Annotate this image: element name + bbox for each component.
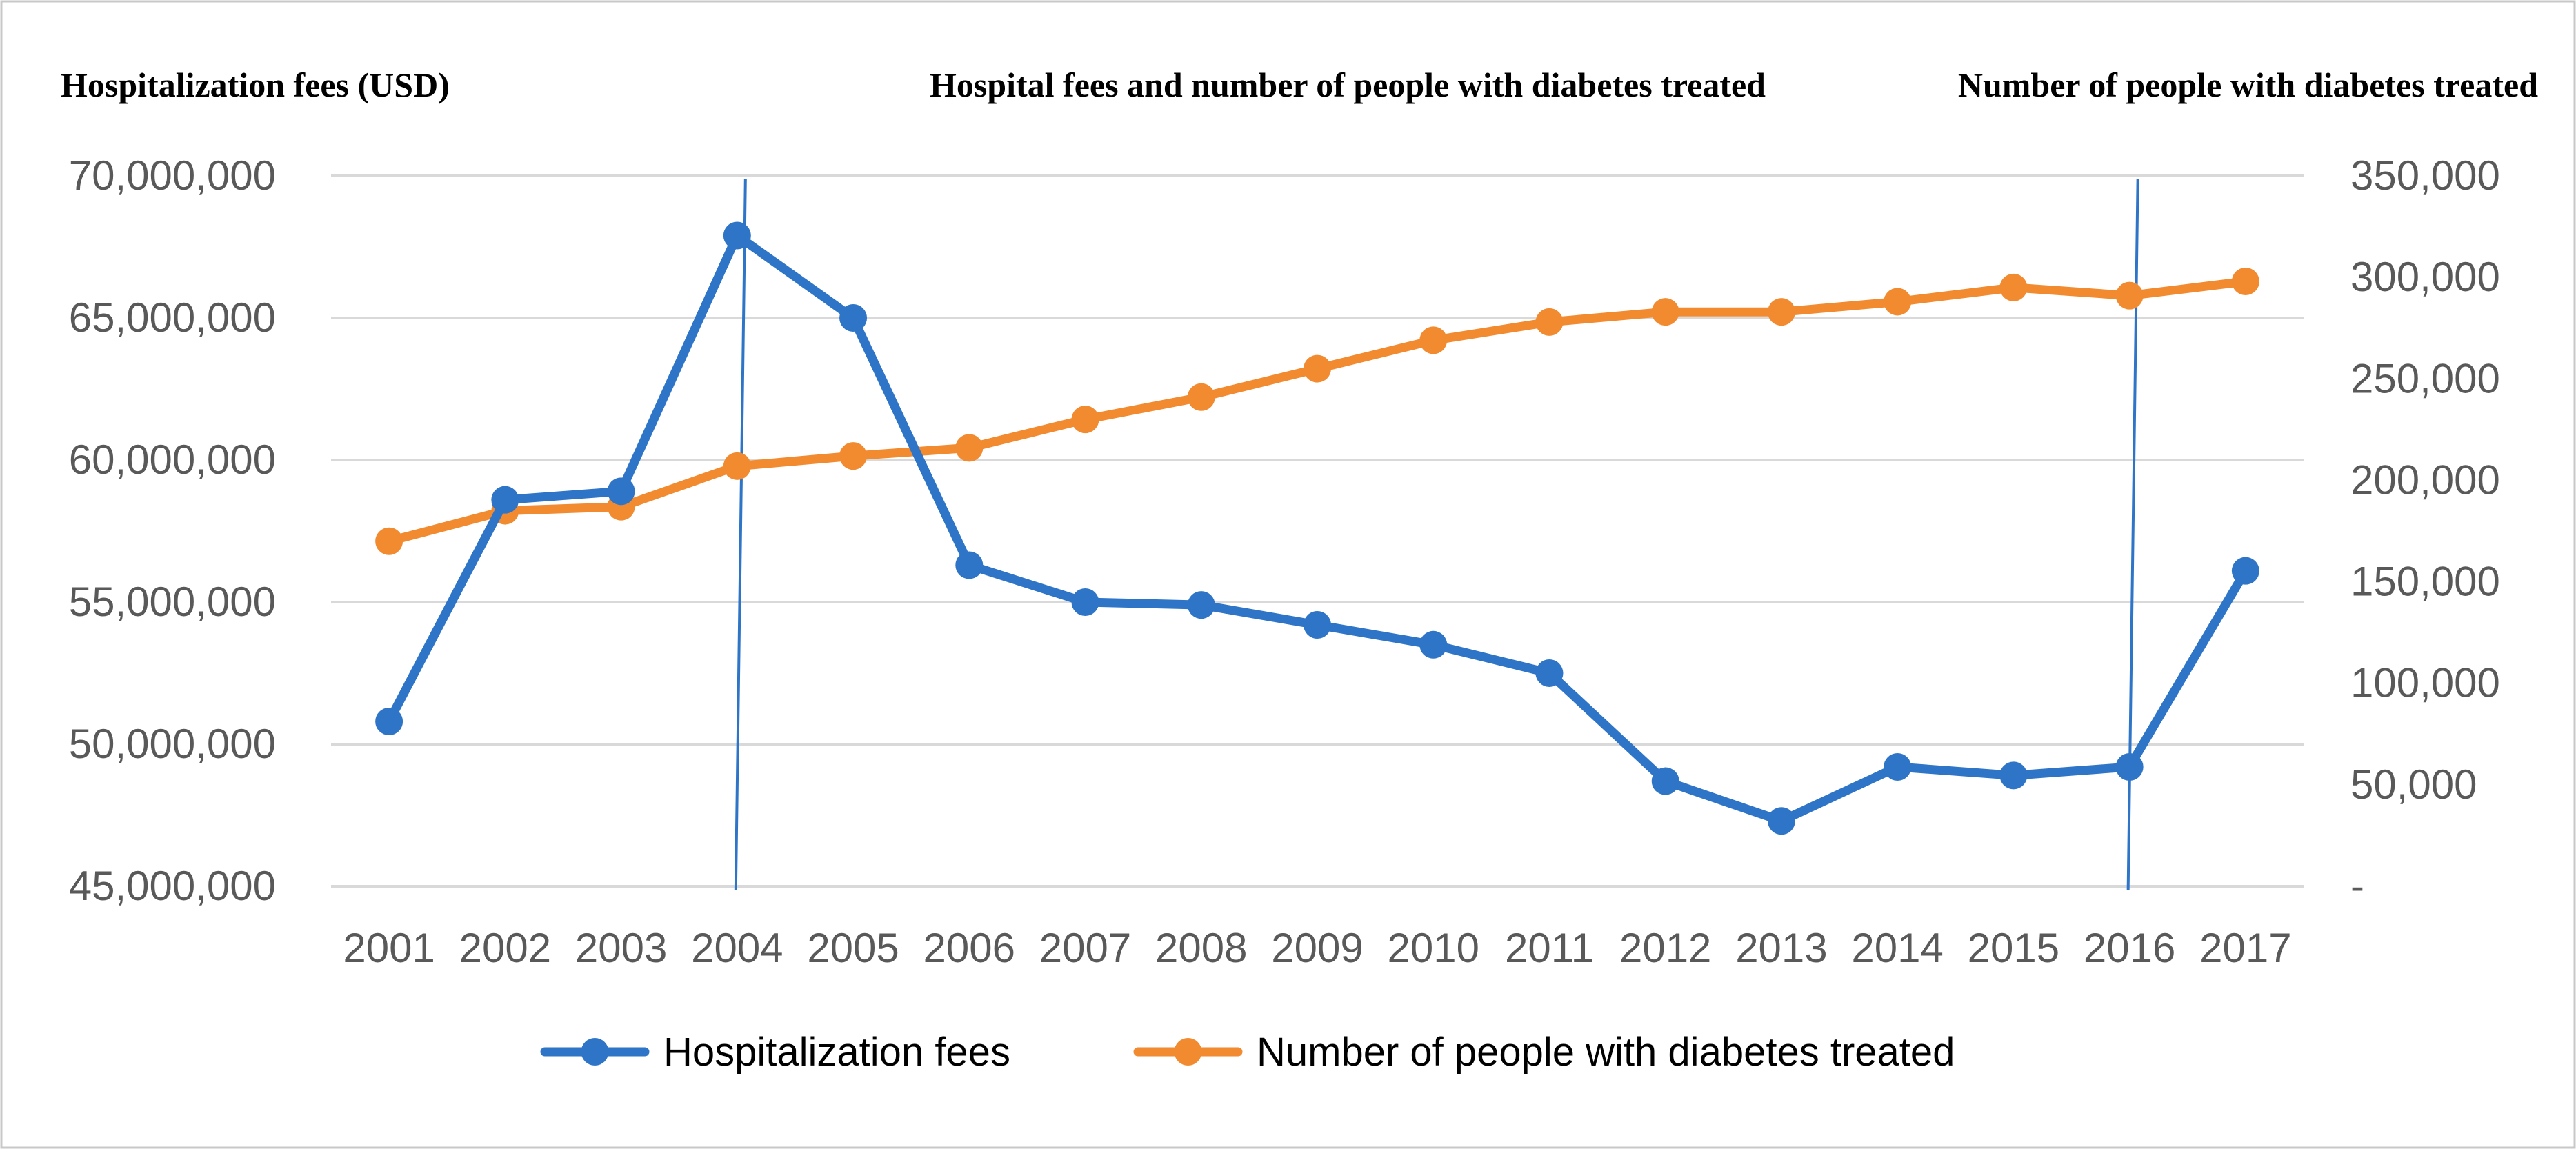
right-axis-ticks: - 50,000 100,000 150,000 200,000 250,000 300,0… bbox=[2350, 152, 2500, 909]
x-tick-label: 2005 bbox=[807, 925, 899, 971]
data-point bbox=[491, 486, 519, 514]
data-point bbox=[2115, 752, 2144, 781]
grid-layer bbox=[331, 174, 2304, 888]
chart-title: Hospital fees and number of people with … bbox=[930, 66, 1766, 104]
x-tick-label: 2014 bbox=[1851, 925, 1943, 971]
series-layer bbox=[375, 221, 2259, 835]
x-tick-label: 2012 bbox=[1619, 925, 1711, 971]
legend-marker bbox=[1174, 1038, 1202, 1066]
data-point bbox=[1884, 752, 1912, 781]
data-point bbox=[2115, 281, 2144, 310]
y2-tick-label: - bbox=[2350, 863, 2364, 909]
y-tick-label: 50,000,000 bbox=[69, 721, 276, 767]
y2-tick-label: 250,000 bbox=[2350, 355, 2500, 401]
data-point bbox=[1651, 767, 1679, 795]
data-point bbox=[2231, 557, 2259, 585]
data-point bbox=[723, 452, 751, 480]
data-point bbox=[1187, 383, 1215, 411]
data-point bbox=[1419, 326, 1448, 354]
reference-line bbox=[734, 179, 747, 890]
x-tick-label: 2004 bbox=[691, 925, 783, 971]
y-tick-label: 45,000,000 bbox=[69, 863, 276, 909]
data-point bbox=[1884, 288, 1912, 316]
x-axis-ticks: 2001 2002 2003 2004 2005 2006 2007 2008 2009 2010… bbox=[343, 925, 2291, 971]
data-point bbox=[375, 527, 403, 555]
data-point bbox=[1419, 630, 1448, 659]
legend-label: Number of people with diabetes treated bbox=[1257, 1030, 1955, 1075]
x-tick-label: 2009 bbox=[1271, 925, 1363, 971]
y-tick-label: 70,000,000 bbox=[69, 152, 276, 199]
data-point bbox=[1071, 406, 1099, 434]
legend: Hospitalization fees Number of people wit… bbox=[540, 1030, 1955, 1075]
x-tick-label: 2015 bbox=[1968, 925, 2059, 971]
x-tick-label: 2017 bbox=[2199, 925, 2291, 971]
data-point bbox=[839, 442, 868, 470]
legend-label: Hospitalization fees bbox=[663, 1030, 1010, 1075]
y2-tick-label: 150,000 bbox=[2350, 559, 2500, 605]
x-tick-label: 2002 bbox=[459, 925, 551, 971]
x-tick-label: 2007 bbox=[1039, 925, 1131, 971]
x-tick-label: 2013 bbox=[1735, 925, 1827, 971]
data-point bbox=[1535, 308, 1564, 336]
left-axis-ticks: 45,000,000 50,000,000 55,000,000 60,000,000… bbox=[69, 152, 276, 909]
data-point bbox=[1767, 298, 1795, 326]
data-point bbox=[607, 477, 635, 506]
y-tick-label: 60,000,000 bbox=[69, 437, 276, 483]
data-point bbox=[1071, 588, 1099, 616]
x-tick-label: 2006 bbox=[923, 925, 1015, 971]
y2-tick-label: 200,000 bbox=[2350, 457, 2500, 503]
legend-marker bbox=[581, 1038, 609, 1066]
data-point bbox=[1304, 354, 1331, 383]
data-point bbox=[955, 434, 984, 462]
y-tick-label: 65,000,000 bbox=[69, 294, 276, 341]
x-tick-label: 2010 bbox=[1387, 925, 1479, 971]
data-point bbox=[1999, 273, 2028, 301]
data-point bbox=[723, 221, 751, 250]
x-tick-label: 2016 bbox=[2084, 925, 2175, 971]
data-point bbox=[1999, 761, 2028, 790]
x-tick-label: 2008 bbox=[1155, 925, 1247, 971]
data-point bbox=[1767, 807, 1795, 835]
y2-tick-label: 50,000 bbox=[2350, 761, 2477, 808]
data-point bbox=[1535, 659, 1564, 687]
y2-tick-label: 350,000 bbox=[2350, 152, 2500, 199]
data-point bbox=[955, 551, 984, 579]
right-axis-title: Number of people with diabetes treated bbox=[1958, 66, 2538, 104]
data-point bbox=[1187, 591, 1215, 619]
data-point bbox=[2231, 268, 2259, 296]
x-tick-label: 2011 bbox=[1505, 925, 1594, 971]
data-point bbox=[375, 708, 403, 736]
left-axis-title: Hospitalization fees (USD) bbox=[61, 66, 450, 104]
y-tick-label: 55,000,000 bbox=[69, 579, 276, 625]
y2-tick-label: 300,000 bbox=[2350, 254, 2500, 300]
y2-tick-label: 100,000 bbox=[2350, 660, 2500, 706]
data-point bbox=[1651, 298, 1679, 326]
data-point bbox=[839, 304, 868, 332]
x-tick-label: 2003 bbox=[575, 925, 667, 971]
data-point bbox=[1304, 610, 1331, 639]
x-tick-label: 2001 bbox=[343, 925, 435, 971]
